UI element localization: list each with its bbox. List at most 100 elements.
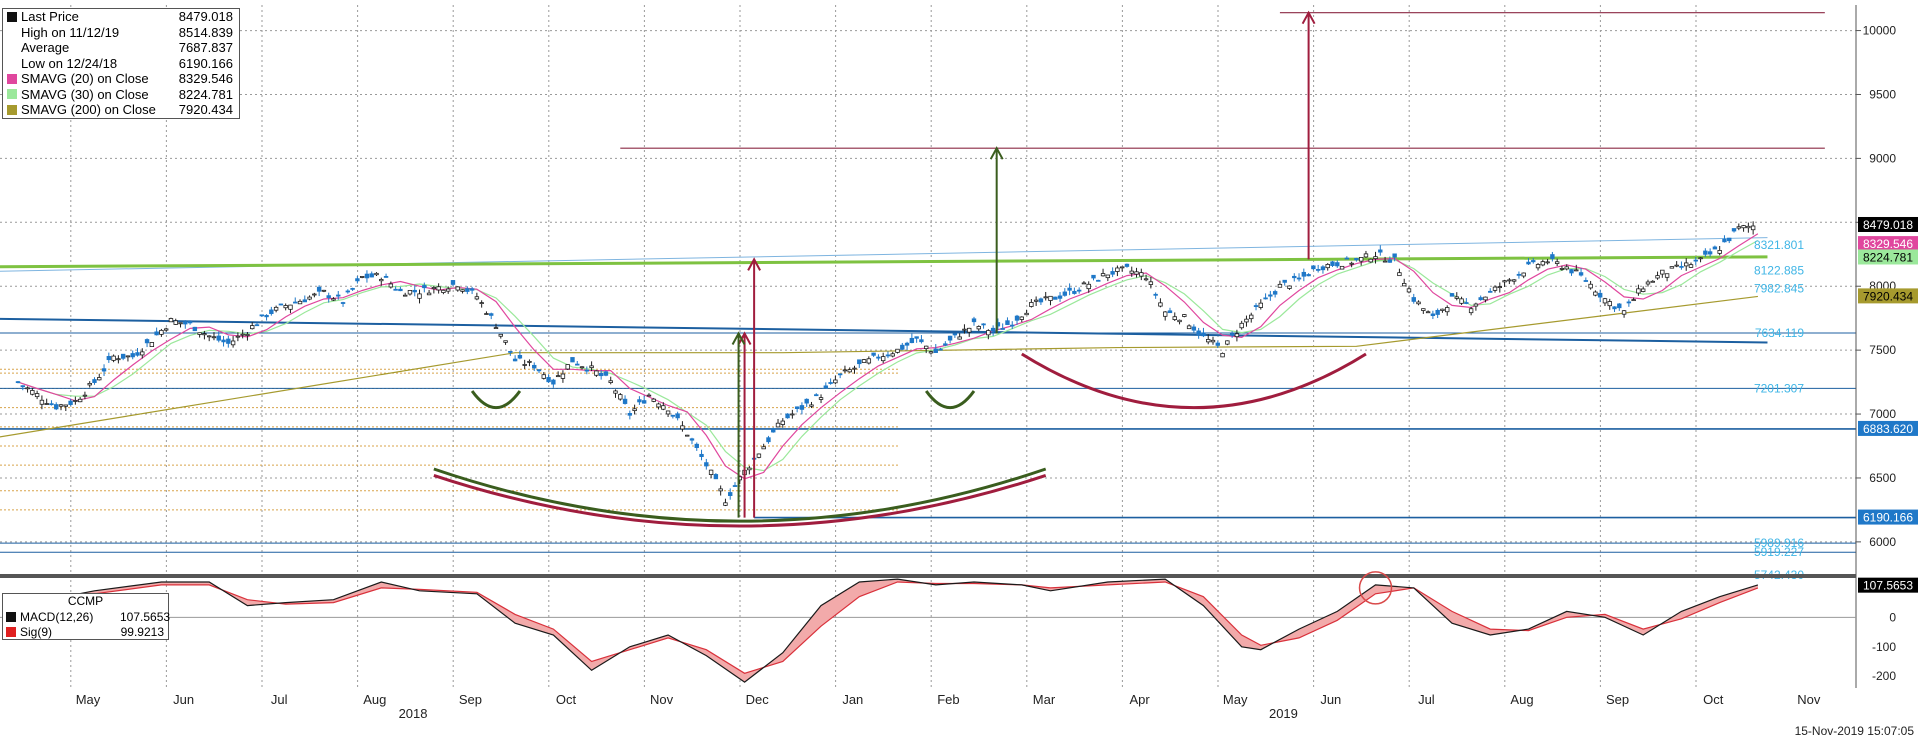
candle-body: [221, 339, 226, 343]
candle-body: [1172, 316, 1177, 320]
candle-body: [216, 335, 221, 341]
candle-body: [1210, 339, 1216, 343]
candle-body: [952, 333, 958, 336]
candle-body: [130, 353, 135, 358]
legend-swatch: [7, 89, 17, 100]
pattern-arc: [433, 473, 1047, 528]
candle-body: [962, 328, 967, 331]
candle-body: [646, 394, 652, 397]
candle-body: [111, 355, 116, 361]
candle-body: [369, 273, 374, 278]
macd-legend-swatch: [6, 611, 16, 622]
candle-body: [116, 358, 121, 361]
month-label: Nov: [1797, 692, 1821, 707]
candle-body: [97, 377, 102, 381]
candle-body: [1282, 279, 1287, 283]
candle-body: [54, 404, 59, 410]
candle-body: [957, 336, 962, 340]
candle-body: [1707, 251, 1713, 255]
candle-body: [641, 400, 647, 404]
candle-body: [302, 299, 307, 303]
price-label: 6190.166: [1863, 511, 1913, 525]
candle-body: [675, 413, 680, 419]
macd-tick-label: 0: [1889, 610, 1896, 624]
candle-body: [168, 318, 174, 323]
candle-body: [866, 358, 872, 364]
candle-body: [364, 273, 370, 279]
candle-body: [1578, 272, 1584, 276]
candle-body: [847, 369, 852, 373]
candle-body: [594, 370, 599, 376]
price-label-box: [1858, 236, 1918, 252]
legend-swatch: [7, 27, 17, 37]
candle-body: [1554, 261, 1560, 264]
candle-body: [713, 474, 719, 480]
candle-body: [1564, 266, 1569, 270]
candle-body: [943, 343, 948, 346]
candle-body: [269, 309, 274, 314]
candle-body: [871, 352, 876, 356]
candle-body: [1449, 293, 1455, 297]
candle-body: [1167, 310, 1173, 314]
candle-body: [914, 336, 919, 339]
candle-body: [1688, 264, 1694, 268]
level-label: 7634.119: [1755, 326, 1804, 340]
legend-item: Low on 12/24/18 6190.166: [3, 56, 239, 72]
candle-body: [1258, 302, 1263, 308]
candle-body: [1392, 253, 1397, 258]
candle-body: [1268, 294, 1273, 297]
candle-body: [1191, 326, 1197, 331]
candle-body: [192, 326, 198, 332]
candle-body: [1115, 267, 1120, 272]
macd-line: [17, 578, 1759, 683]
candle-body: [235, 335, 241, 338]
candle-body: [1072, 290, 1077, 294]
candle-body: [814, 394, 819, 397]
candle-body: [823, 385, 829, 389]
candle-body: [1182, 314, 1187, 317]
candle-body: [450, 280, 456, 285]
candle-body: [68, 400, 73, 405]
candle-body: [1483, 296, 1488, 301]
macd-tick-label: -100: [1872, 640, 1896, 654]
candle-body: [938, 348, 943, 351]
candle-body: [1492, 286, 1498, 291]
candle-body: [87, 382, 92, 386]
candle-body: [608, 380, 613, 383]
candle-body: [293, 301, 298, 304]
legend-item: Last Price 8479.018: [3, 9, 239, 25]
price-label: 7920.434: [1863, 289, 1913, 303]
candle-body: [1650, 280, 1655, 283]
candle-body: [1067, 287, 1072, 291]
candle-body: [517, 354, 523, 359]
candle-body: [1645, 281, 1651, 285]
candle-body: [680, 425, 685, 430]
candle-body: [297, 300, 303, 305]
candle-body: [479, 302, 484, 304]
candle-body: [570, 357, 575, 363]
panel-separator: [0, 574, 1856, 578]
macd-legend: CCMP MACD(12,26) 107.5653 Sig(9) 99.9213: [2, 593, 170, 640]
legend-value: 7687.837: [178, 40, 233, 56]
candle-body: [1454, 296, 1459, 299]
candle-body: [1435, 309, 1440, 315]
candle-body: [92, 379, 97, 383]
candle-body: [1272, 291, 1278, 295]
candle-body: [417, 293, 422, 299]
candle-body: [1382, 260, 1388, 263]
candle-body: [398, 288, 403, 292]
candle-body: [1607, 301, 1612, 307]
candle-body: [326, 295, 331, 299]
candle-body: [651, 398, 656, 402]
candle-body: [1010, 324, 1015, 327]
candle-body: [125, 355, 131, 358]
projection-arrow-head: [989, 146, 1004, 160]
level-label: 5989.916: [1754, 536, 1804, 550]
candle-body: [307, 296, 312, 300]
candle-body: [685, 434, 690, 437]
candle-body: [1057, 295, 1063, 299]
candle-body: [173, 320, 178, 325]
candle-body: [1421, 308, 1426, 311]
candle-body: [1053, 296, 1058, 300]
candle-body: [661, 405, 666, 410]
